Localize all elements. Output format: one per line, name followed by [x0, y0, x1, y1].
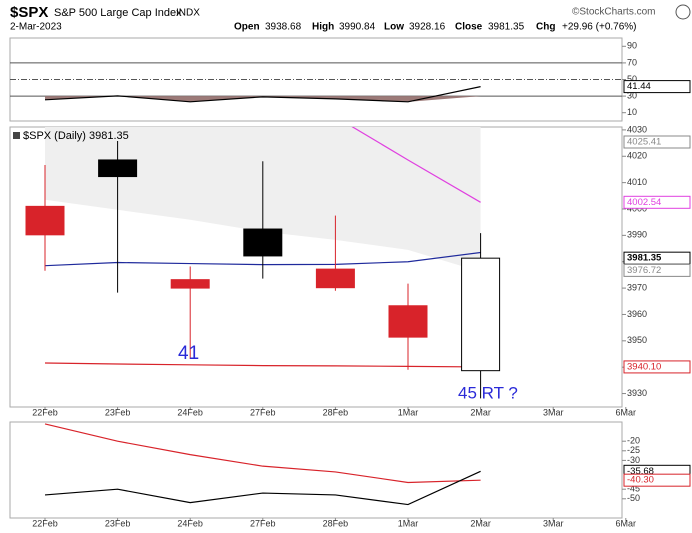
high-value: 3990.84: [339, 22, 376, 33]
x-tick-label: 23Feb: [105, 518, 131, 528]
chg-label: Chg: [536, 22, 555, 33]
x-tick-label: 1Mar: [398, 407, 419, 417]
x-tick-label: 6Mar: [616, 518, 637, 528]
y-tick-label: 90: [627, 41, 637, 51]
x-tick-label: 3Mar: [543, 407, 564, 417]
y-tick-label: 4020: [627, 151, 647, 161]
x-tick-label: 24Feb: [177, 407, 203, 417]
y-tick-label: 4010: [627, 177, 647, 187]
exchange: INDX: [176, 8, 200, 19]
y-tick-label: 50: [627, 74, 637, 84]
x-tick-label: 28Feb: [323, 407, 349, 417]
annotation: 45 RT ?: [458, 383, 518, 402]
x-tick-label: 2Mar: [470, 407, 491, 417]
lower-plot: [44, 423, 481, 506]
open-value: 3938.68: [265, 22, 302, 33]
value-box-label: -35.68: [627, 466, 654, 477]
value-box-label: 3976.72: [627, 265, 661, 276]
close-value: 3981.35: [488, 22, 525, 33]
y-tick-label: 4030: [627, 124, 647, 134]
y-tick-label: 3970: [627, 282, 647, 292]
y-tick-label: 70: [627, 57, 637, 67]
value-box-label: 4002.54: [627, 197, 661, 208]
chg-value: +29.96 (+0.76%): [562, 22, 637, 33]
value-box: [623, 80, 691, 94]
legend: $SPX (Daily) 3981.35: [23, 130, 129, 142]
candle-body: [243, 228, 283, 257]
open-label: Open: [234, 22, 260, 33]
rsi-fill: [45, 96, 481, 102]
annotation: 41: [178, 343, 199, 364]
legend-icon: [13, 132, 20, 139]
indicator-line: [44, 470, 481, 506]
y-tick-label: 30: [627, 90, 637, 100]
value-box-label: 3940.10: [627, 361, 661, 372]
axes: 907050301041.444030402040104000399039803…: [32, 41, 691, 528]
value-box: [623, 263, 691, 277]
credit: ©StockCharts.com: [572, 7, 656, 18]
y-tick-label: -20: [627, 436, 640, 446]
x-tick-label: 6Mar: [616, 407, 637, 417]
value-box: [623, 473, 691, 487]
y-tick-label: 3960: [627, 309, 647, 319]
x-tick-label: 23Feb: [105, 407, 131, 417]
y-tick-label: 3990: [627, 230, 647, 240]
indicator-line: [44, 86, 481, 103]
x-tick-label: 24Feb: [177, 518, 203, 528]
candle-body: [461, 257, 501, 372]
x-tick-label: 3Mar: [543, 518, 564, 528]
candle-body: [388, 305, 428, 338]
y-tick-label: -25: [627, 445, 640, 455]
price-plot: [25, 127, 501, 399]
indicator-line: [44, 423, 481, 484]
date: 2-Mar-2023: [10, 22, 62, 33]
value-box-label: -40.30: [627, 475, 654, 486]
value-box-label: 3981.35: [627, 253, 662, 264]
value-box: [623, 360, 691, 374]
symbol: $SPX: [10, 4, 48, 21]
x-tick-label: 1Mar: [398, 518, 419, 528]
value-box: [623, 195, 691, 209]
close-label: Close: [455, 22, 483, 33]
high-label: High: [312, 22, 334, 33]
x-tick-label: 27Feb: [250, 518, 276, 528]
candle-body: [170, 279, 210, 289]
y-tick-label: 10: [627, 107, 637, 117]
low-value: 3928.16: [409, 22, 446, 33]
value-box-label: 41.44: [627, 81, 651, 92]
value-box-label: 4025.41: [627, 137, 661, 148]
low-label: Low: [384, 22, 404, 33]
y-tick-label: -30: [627, 455, 640, 465]
x-tick-label: 27Feb: [250, 407, 276, 417]
index-name: S&P 500 Large Cap Index: [54, 7, 182, 19]
y-tick-label: 3950: [627, 335, 647, 345]
candle-body: [25, 205, 65, 236]
candle-body: [98, 159, 138, 178]
y-tick-label: 3930: [627, 388, 647, 398]
overlay-line: [351, 127, 481, 203]
x-tick-label: 22Feb: [32, 407, 58, 417]
settings-icon[interactable]: [675, 4, 691, 20]
y-tick-label: -50: [627, 493, 640, 503]
rsi-plot: [10, 62, 622, 103]
candle-body: [315, 268, 355, 289]
value-box: [623, 135, 691, 149]
x-tick-label: 28Feb: [323, 518, 349, 528]
x-tick-label: 2Mar: [470, 518, 491, 528]
y-tick-label: -45: [627, 484, 640, 494]
x-tick-label: 22Feb: [32, 518, 58, 528]
